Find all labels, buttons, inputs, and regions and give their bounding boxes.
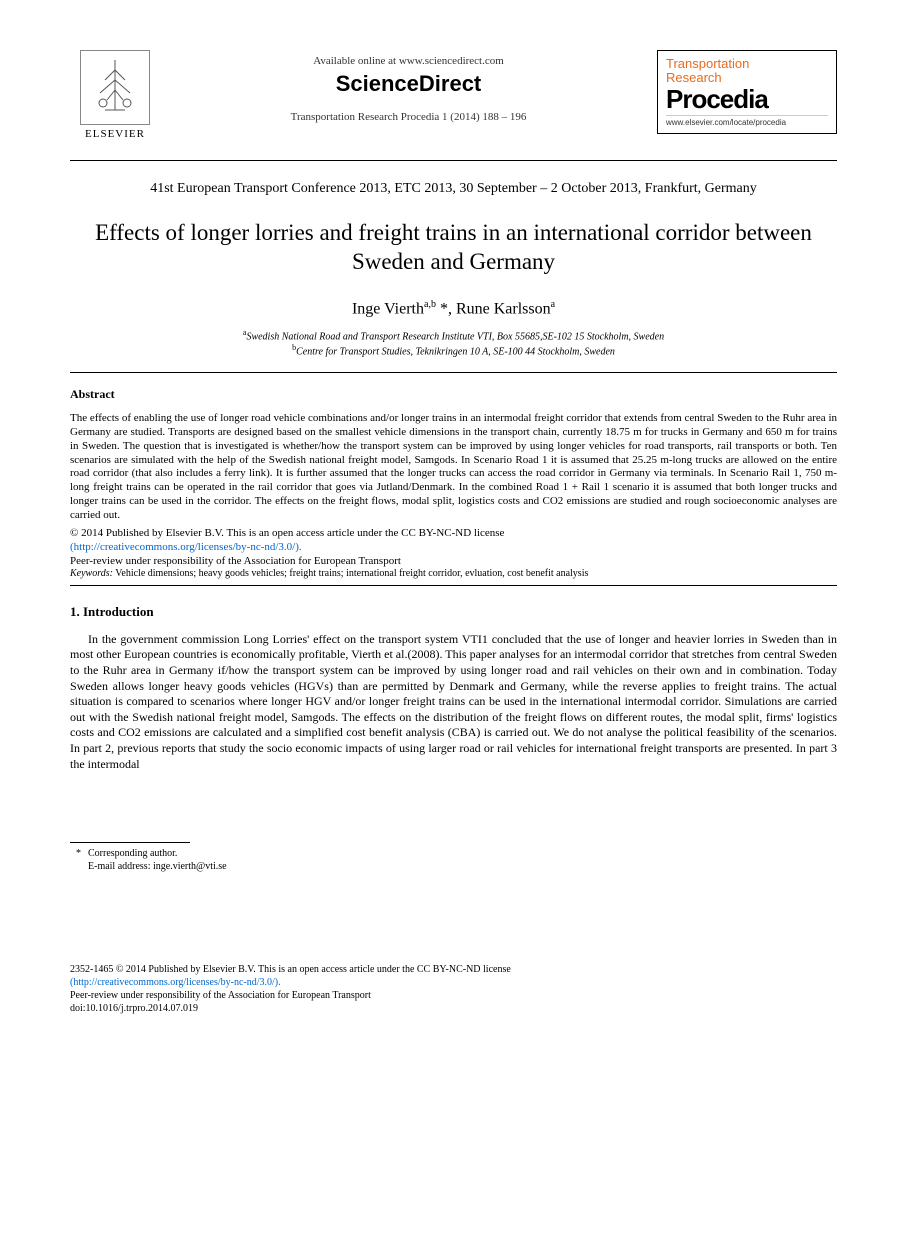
footer-license-link[interactable]: (http://creativecommons.org/licenses/by-… [70,976,837,989]
corresponding-author-label: Corresponding author. [88,848,177,859]
footer-peer-review: Peer-review under responsibility of the … [70,989,837,1002]
abstract-rule [70,585,837,586]
conference-line: 41st European Transport Conference 2013,… [70,181,837,197]
corresponding-footnote: * Corresponding author. E-mail address: … [70,847,837,873]
header-row: ELSEVIER Available online at www.science… [70,50,837,140]
keywords: Keywords: Vehicle dimensions; heavy good… [70,568,837,579]
sciencedirect-logo: ScienceDirect [160,71,657,97]
journal-reference: Transportation Research Procedia 1 (2014… [160,111,657,123]
email-label: E-mail address: [88,861,153,872]
paper-title: Effects of longer lorries and freight tr… [70,219,837,277]
author-2: Rune Karlsson [456,300,551,317]
affiliations: aSwedish National Road and Transport Res… [70,328,837,359]
procedia-main: Procedia [666,88,828,111]
author-star: * [436,300,448,317]
procedia-url: www.elsevier.com/locate/procedia [666,115,828,127]
available-online-text: Available online at www.sciencedirect.co… [160,55,657,67]
affiliation-rule [70,372,837,373]
license-link[interactable]: (http://creativecommons.org/licenses/by-… [70,541,837,553]
procedia-logo-block: Transportation Research Procedia www.els… [657,50,837,134]
peer-review-line: Peer-review under responsibility of the … [70,555,837,567]
keywords-label: Keywords: [70,568,113,579]
intro-paragraph: In the government commission Long Lorrie… [70,632,837,772]
copyright-line: © 2014 Published by Elsevier B.V. This i… [70,526,837,540]
tree-icon [85,55,145,120]
elsevier-label: ELSEVIER [85,128,145,140]
author-1-sup: a,b [424,299,436,310]
aff-a-text: Swedish National Road and Transport Rese… [246,331,664,342]
footnote-star: * [76,847,81,860]
footnote-rule [70,842,190,843]
header-center: Available online at www.sciencedirect.co… [160,50,657,123]
abstract-body: The effects of enabling the use of longe… [70,412,837,522]
elsevier-logo-block: ELSEVIER [70,50,160,140]
elsevier-tree-icon [80,50,150,125]
abstract-heading: Abstract [70,387,837,402]
footer-doi: doi:10.1016/j.trpro.2014.07.019 [70,1002,837,1015]
procedia-line1: Transportation [666,57,828,71]
author-1: Inge Vierth [352,300,424,317]
author-sep: , [448,300,456,317]
authors: Inge Viertha,b *, Rune Karlssona [70,299,837,318]
aff-b-text: Centre for Transport Studies, Teknikring… [296,346,615,357]
footer-issn: 2352-1465 © 2014 Published by Elsevier B… [70,963,837,976]
section-1-heading: 1. Introduction [70,604,837,620]
affiliation-a: aSwedish National Road and Transport Res… [70,328,837,343]
keywords-text: Vehicle dimensions; heavy goods vehicles… [113,568,588,579]
footer: 2352-1465 © 2014 Published by Elsevier B… [70,963,837,1015]
author-2-sup: a [551,299,555,310]
header-rule [70,160,837,161]
affiliation-b: bCentre for Transport Studies, Teknikrin… [70,343,837,358]
email-address: inge.vierth@vti.se [153,861,227,872]
